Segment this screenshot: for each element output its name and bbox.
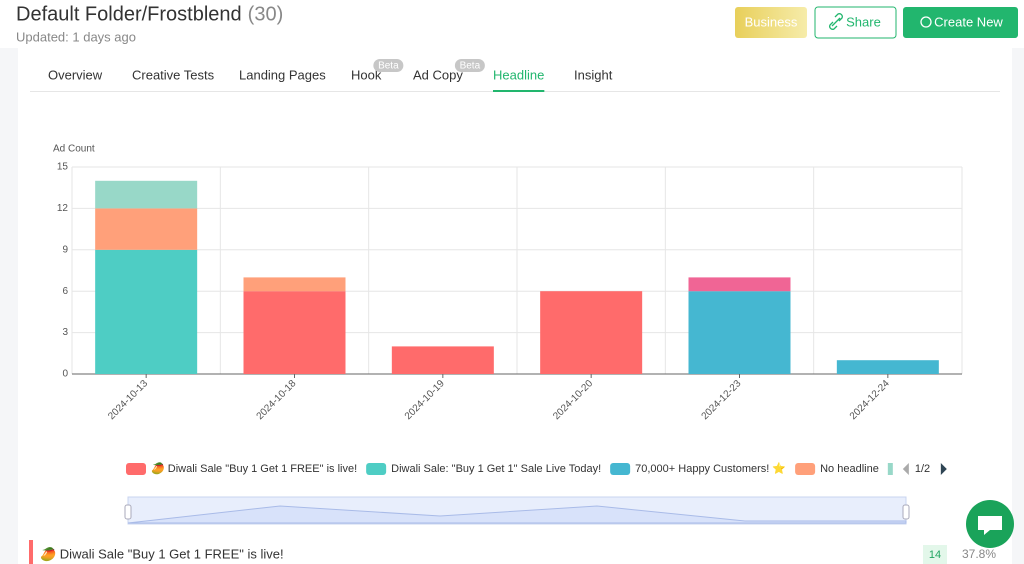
legend-next[interactable]	[940, 463, 947, 475]
badge	[454, 59, 485, 72]
button[interactable]	[735, 7, 807, 38]
y-tick-label: 6	[62, 286, 68, 297]
bar-segment	[836, 360, 939, 374]
y-tick-label: 9	[62, 244, 68, 255]
zoom-handle[interactable]	[124, 504, 132, 520]
legend-label[interactable]: 70,000+ Happy Customers! ⭐	[635, 462, 786, 475]
row-marker	[29, 540, 33, 564]
badge	[373, 59, 404, 72]
legend-label[interactable]: 🥭 Diwali Sale "Buy 1 Get 1 FREE" is live…	[151, 462, 357, 475]
page-count: (30)	[248, 3, 284, 25]
summary-count: 14	[929, 549, 941, 561]
y-tick-label: 12	[57, 203, 69, 214]
count-badge	[923, 545, 947, 564]
legend-page: 1/2	[915, 463, 930, 475]
legend-swatch	[126, 463, 146, 475]
bar-segment	[688, 291, 791, 374]
button-label[interactable]: Share	[846, 14, 881, 29]
tab-underline	[493, 90, 545, 92]
tab[interactable]: Hook	[351, 67, 382, 82]
legend-label[interactable]: Diwali Sale: "Buy 1 Get 1" Sale Live Tod…	[391, 463, 601, 475]
summary-label: 🥭 Diwali Sale "Buy 1 Get 1 FREE" is live…	[40, 546, 284, 562]
bar-segment	[95, 249, 198, 374]
button[interactable]	[903, 7, 1018, 38]
icon	[829, 13, 843, 30]
button-label[interactable]: Business	[745, 14, 798, 29]
updated: Updated: 1 days ago	[16, 29, 136, 44]
legend-swatch-partial	[887, 463, 893, 475]
y-tick-label: 15	[57, 162, 69, 173]
tab[interactable]: Ad Copy	[413, 67, 463, 82]
summary-share: 37.8%	[962, 547, 996, 561]
bar-segment	[688, 277, 791, 292]
legend-prev[interactable]	[902, 463, 909, 475]
badge-label: Beta	[460, 61, 481, 72]
bar-segment	[95, 180, 198, 209]
bar-segment	[243, 277, 346, 292]
y-axis-label: Ad Count	[53, 144, 95, 155]
tab[interactable]: Headline	[493, 67, 544, 82]
bar-segment	[243, 291, 346, 374]
badge-label: Beta	[378, 61, 399, 72]
bar-segment	[95, 208, 198, 250]
legend-swatch	[366, 463, 387, 475]
page-title: Default Folder/Frostblend	[16, 3, 242, 25]
tab[interactable]: Insight	[574, 67, 613, 82]
tab[interactable]: Creative Tests	[132, 67, 215, 82]
zoom-preview	[127, 505, 907, 524]
legend-swatch	[795, 463, 816, 475]
legend-label[interactable]: No headline	[820, 463, 879, 475]
legend-swatch	[610, 463, 631, 475]
button-label[interactable]: Create New	[934, 14, 1003, 29]
chat-icon	[978, 516, 1002, 535]
bar-segment	[391, 346, 494, 374]
zoom-handle[interactable]	[902, 504, 910, 520]
tab[interactable]: Overview	[48, 67, 103, 82]
button[interactable]	[814, 6, 897, 39]
tab[interactable]: Landing Pages	[239, 67, 326, 82]
bar-segment	[540, 291, 643, 374]
y-tick-label: 3	[62, 327, 68, 338]
icon	[920, 16, 932, 28]
y-tick-label: 0	[62, 369, 68, 380]
